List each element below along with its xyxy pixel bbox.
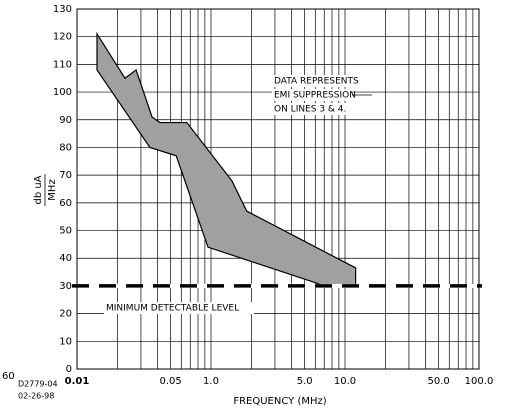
x-tick-label: 1.0 — [203, 376, 219, 387]
x-tick-label: 0.01 — [65, 376, 90, 387]
y-label-bottom: MHz — [47, 179, 58, 200]
y-tick-label: 50 — [59, 226, 72, 237]
y-label-top: db uA — [33, 175, 44, 204]
y-tick-label: 130 — [53, 4, 72, 15]
y-tick-label: 0 — [66, 364, 72, 375]
annotation-bg — [272, 89, 352, 101]
label-bg — [104, 302, 254, 315]
y-tick-label: 110 — [53, 59, 72, 70]
annotation: DATA REPRESENTS — [274, 77, 359, 87]
y-tick-label: 100 — [53, 87, 72, 98]
annotation-bg — [272, 103, 352, 115]
x-axis-label: FREQUENCY (MHz) — [233, 396, 326, 407]
y-tick-label: 10 — [59, 336, 72, 347]
x-tick-label: 0.05 — [160, 376, 182, 387]
y-tick-label: 80 — [59, 142, 72, 153]
y-tick-label: 40 — [59, 253, 72, 264]
y-tick-label: 30 — [59, 281, 72, 292]
annotation: EMI SUPPRESSION — [274, 91, 356, 101]
y-tick-label: 90 — [59, 115, 72, 126]
annotation: ON LINES 3 & 4. — [274, 105, 346, 115]
left-fragment: 60 — [2, 371, 15, 382]
date: 02-26-98 — [18, 392, 54, 401]
y-tick-label: 70 — [59, 170, 72, 181]
plot-frame — [76, 8, 480, 370]
band-area — [96, 31, 357, 287]
drawing-number: D2779-04 — [18, 380, 58, 389]
x-tick-label: 100.0 — [465, 376, 494, 387]
x-tick-label: 50.0 — [428, 376, 450, 387]
y-axis-label: db uA MHz — [33, 174, 58, 206]
y-tick-label: 20 — [59, 309, 72, 320]
threshold-label: MINIMUM DETECTABLE LEVEL — [106, 304, 239, 314]
x-tick-label: 5.0 — [297, 376, 313, 387]
x-tick-label: 10.0 — [334, 376, 356, 387]
annotation-bg — [272, 75, 352, 87]
y-tick-label: 120 — [53, 32, 72, 43]
y-tick-label: 60 — [59, 198, 72, 209]
